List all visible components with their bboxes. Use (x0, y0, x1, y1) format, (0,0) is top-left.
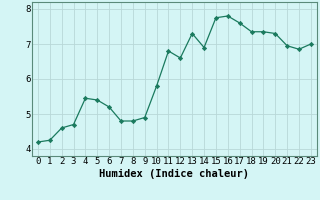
X-axis label: Humidex (Indice chaleur): Humidex (Indice chaleur) (100, 169, 249, 179)
